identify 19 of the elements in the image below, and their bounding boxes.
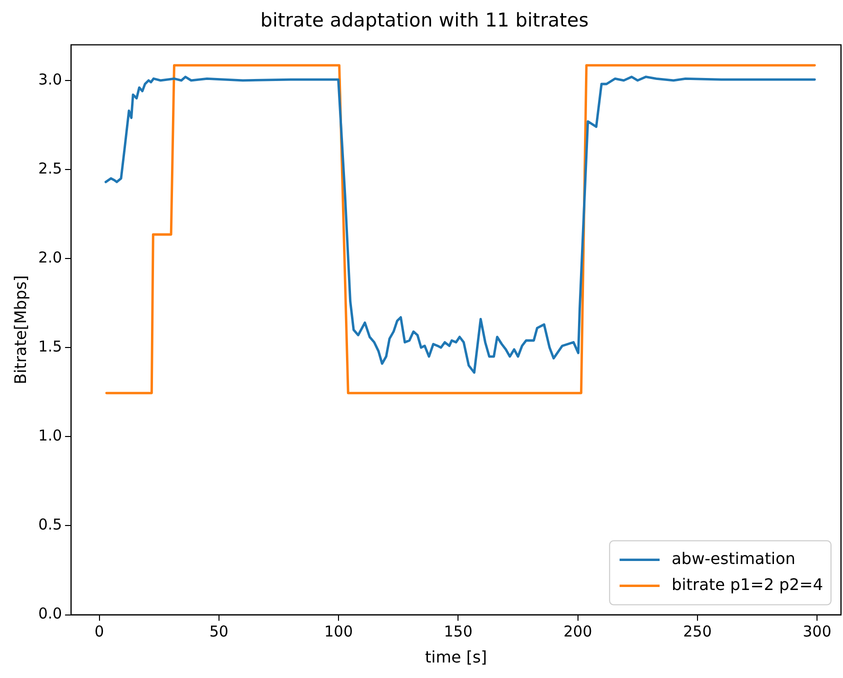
- y-tick-label: 1.0: [38, 426, 62, 445]
- x-axis-title: time [s]: [424, 648, 488, 667]
- chart-title: bitrate adaptation with 11 bitrates: [260, 9, 589, 32]
- x-tick-label: 250: [683, 622, 712, 641]
- y-tick-label: 1.5: [38, 338, 62, 356]
- x-tick-label: 200: [563, 622, 592, 641]
- x-tick-label: 150: [444, 622, 472, 641]
- legend-label: abw-estimation: [672, 548, 796, 568]
- legend-label: bitrate p1=2 p2=4: [672, 574, 823, 594]
- y-tick-label: 2.5: [38, 159, 62, 178]
- x-tick-label: 100: [324, 622, 353, 641]
- y-axis-title: Bitrate[Mbps]: [10, 275, 30, 384]
- x-tick-label: 0: [94, 622, 104, 641]
- y-tick-label: 2.0: [38, 248, 62, 266]
- x-tick-label: 300: [802, 622, 832, 641]
- y-tick-label: 3.0: [38, 70, 62, 88]
- y-tick-label: 0.5: [38, 516, 62, 534]
- x-tick-label: 50: [209, 622, 228, 641]
- y-tick-label: 0.0: [38, 604, 62, 623]
